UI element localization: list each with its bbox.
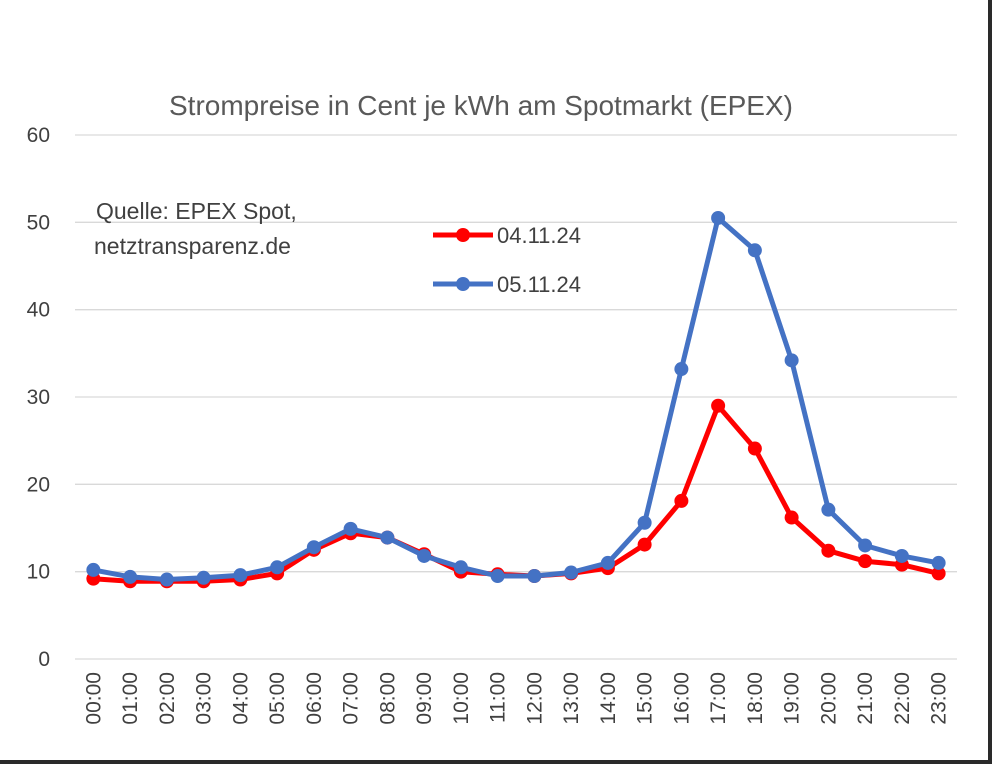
y-tick-label: 30 (27, 386, 50, 409)
data-point (600, 555, 615, 570)
data-point (123, 569, 138, 584)
x-tick-label: 01:00 (119, 672, 142, 725)
x-tick-label: 22:00 (891, 672, 914, 725)
x-tick-label: 02:00 (156, 672, 179, 725)
source-note-line-1: Quelle: EPEX Spot, (96, 198, 297, 224)
x-tick-label: 16:00 (670, 672, 693, 725)
legend-swatch-marker (456, 277, 470, 291)
x-tick-label: 11:00 (487, 672, 510, 723)
x-tick-label: 13:00 (560, 672, 583, 725)
data-point (233, 568, 248, 583)
x-tick-label: 03:00 (193, 672, 216, 725)
data-point (637, 515, 652, 530)
x-tick-label: 04:00 (229, 672, 252, 725)
data-point (564, 565, 579, 580)
x-tick-label: 15:00 (634, 672, 657, 725)
data-point (196, 570, 211, 585)
data-point (86, 562, 101, 577)
legend-item: 05.11.24 (433, 272, 581, 297)
x-tick-label: 08:00 (376, 672, 399, 725)
data-point (380, 530, 395, 545)
data-point (159, 572, 174, 587)
x-axis-ticks: 00:00 01:00 02:00 03:00 04:00 05:00 06:00 07:00… (82, 672, 950, 725)
data-point (858, 538, 873, 553)
data-point (527, 569, 542, 584)
x-tick-label: 18:00 (744, 672, 767, 725)
source-note-line-2: netztransparenz.de (94, 233, 291, 259)
x-tick-label: 21:00 (854, 672, 877, 725)
data-point (931, 566, 946, 581)
data-point (674, 493, 689, 508)
y-tick-label: 50 (27, 211, 50, 234)
x-tick-label: 07:00 (340, 672, 363, 725)
data-point (270, 560, 285, 575)
series-05.11.24 (86, 210, 946, 587)
data-point (784, 510, 799, 525)
x-tick-label: 19:00 (781, 672, 804, 725)
data-point (931, 555, 946, 570)
data-point (821, 543, 836, 558)
x-tick-label: 00:00 (82, 672, 105, 725)
x-tick-label: 06:00 (303, 672, 326, 725)
y-tick-label: 20 (27, 473, 50, 496)
data-point (417, 548, 432, 563)
x-tick-label: 23:00 (928, 672, 951, 725)
data-point (894, 548, 909, 563)
x-tick-label: 14:00 (597, 672, 620, 725)
legend-item: 04.11.24 (433, 223, 581, 248)
y-tick-label: 10 (27, 561, 50, 584)
x-tick-label: 12:00 (523, 672, 546, 725)
legend-swatch-marker (456, 228, 470, 242)
data-point (858, 554, 873, 569)
data-point (674, 362, 689, 377)
legend: 04.11.24 05.11.24 (433, 223, 581, 297)
y-tick-label: 0 (38, 648, 50, 671)
data-point (821, 502, 836, 517)
data-point (711, 210, 726, 225)
data-point (343, 521, 358, 536)
chart-title: Strompreise in Cent je kWh am Spotmarkt … (169, 90, 793, 121)
series-lines (86, 210, 946, 589)
x-tick-label: 17:00 (707, 672, 730, 725)
x-tick-label: 09:00 (413, 672, 436, 725)
x-tick-label: 05:00 (266, 672, 289, 725)
data-point (306, 540, 321, 555)
x-tick-label: 10:00 (450, 672, 473, 725)
series-04.11.24 (86, 398, 946, 589)
data-point (747, 441, 762, 456)
y-tick-label: 40 (27, 299, 50, 322)
y-tick-label: 60 (27, 124, 50, 147)
data-point (711, 398, 726, 413)
data-point (453, 560, 468, 575)
x-tick-label: 20:00 (817, 672, 840, 725)
data-point (784, 353, 799, 368)
data-point (490, 569, 505, 584)
legend-label: 04.11.24 (497, 223, 581, 248)
data-point (747, 243, 762, 258)
data-point (637, 537, 652, 552)
y-axis-ticks: 0 10 20 30 40 50 60 (27, 124, 50, 671)
legend-label: 05.11.24 (497, 272, 581, 297)
grid-lines (75, 134, 957, 660)
